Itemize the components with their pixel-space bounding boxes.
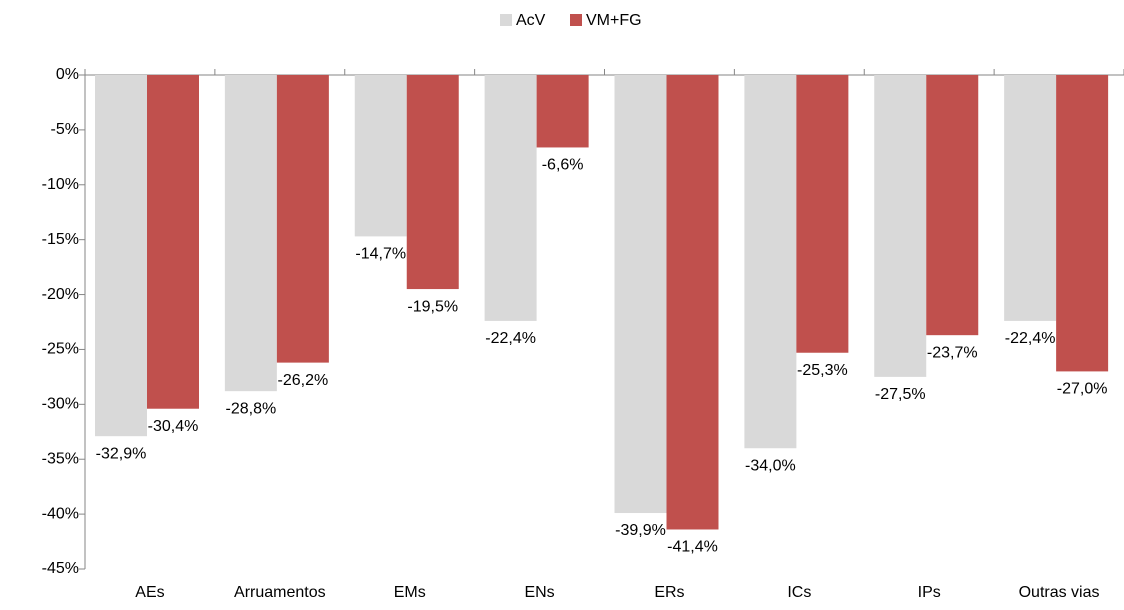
value-label: -39,9% [615,522,666,539]
y-tick-label: -20% [42,286,79,303]
y-tick-label: 0% [56,66,79,83]
value-label: -19,5% [407,298,458,315]
bar [614,75,667,514]
bar [354,75,407,237]
y-tick-label: -35% [42,450,79,467]
legend-label: VM+FG [586,12,642,29]
y-tick-label: -45% [42,560,79,577]
x-tick-label: ERs [654,584,684,601]
y-tick-label: -25% [42,341,79,358]
bar [406,75,459,290]
value-label: -32,9% [96,445,147,462]
value-label: -27,0% [1057,381,1108,398]
bar [95,75,147,437]
y-tick-label: -10% [42,176,79,193]
value-label: -27,5% [875,386,926,403]
x-tick-label: ICs [787,584,811,601]
value-label: -14,7% [355,246,406,263]
x-tick-label: AEs [135,584,164,601]
y-tick-label: -5% [51,121,79,138]
y-tick-label: -30% [42,396,79,413]
bar [147,75,199,409]
bar [484,75,537,321]
bar [666,75,719,530]
value-label: -30,4% [148,418,199,435]
value-label: -25,3% [797,362,848,379]
y-tick-label: -40% [42,505,79,522]
bar [1056,75,1109,372]
y-tick-label: -15% [42,231,79,248]
legend-label: AcV [516,12,546,29]
bar [1004,75,1057,321]
bar [276,75,329,363]
value-label: -23,7% [927,344,978,361]
x-tick-label: EMs [394,584,426,601]
legend-swatch [570,14,582,26]
legend-swatch [500,14,512,26]
x-tick-label: Arruamentos [234,584,326,601]
bar [744,75,797,449]
value-label: -22,4% [485,330,536,347]
bar [536,75,589,148]
value-label: -28,8% [226,400,277,417]
value-label: -22,4% [1005,330,1056,347]
x-tick-label: Outras vias [1019,584,1100,601]
bar [224,75,277,392]
x-tick-label: IPs [918,584,941,601]
value-label: -6,6% [542,157,584,174]
value-label: -26,2% [278,372,329,389]
value-label: -41,4% [667,539,718,556]
bar [874,75,927,377]
x-tick-label: ENs [524,584,554,601]
value-label: -34,0% [745,457,796,474]
bar [796,75,849,353]
bar [926,75,979,336]
